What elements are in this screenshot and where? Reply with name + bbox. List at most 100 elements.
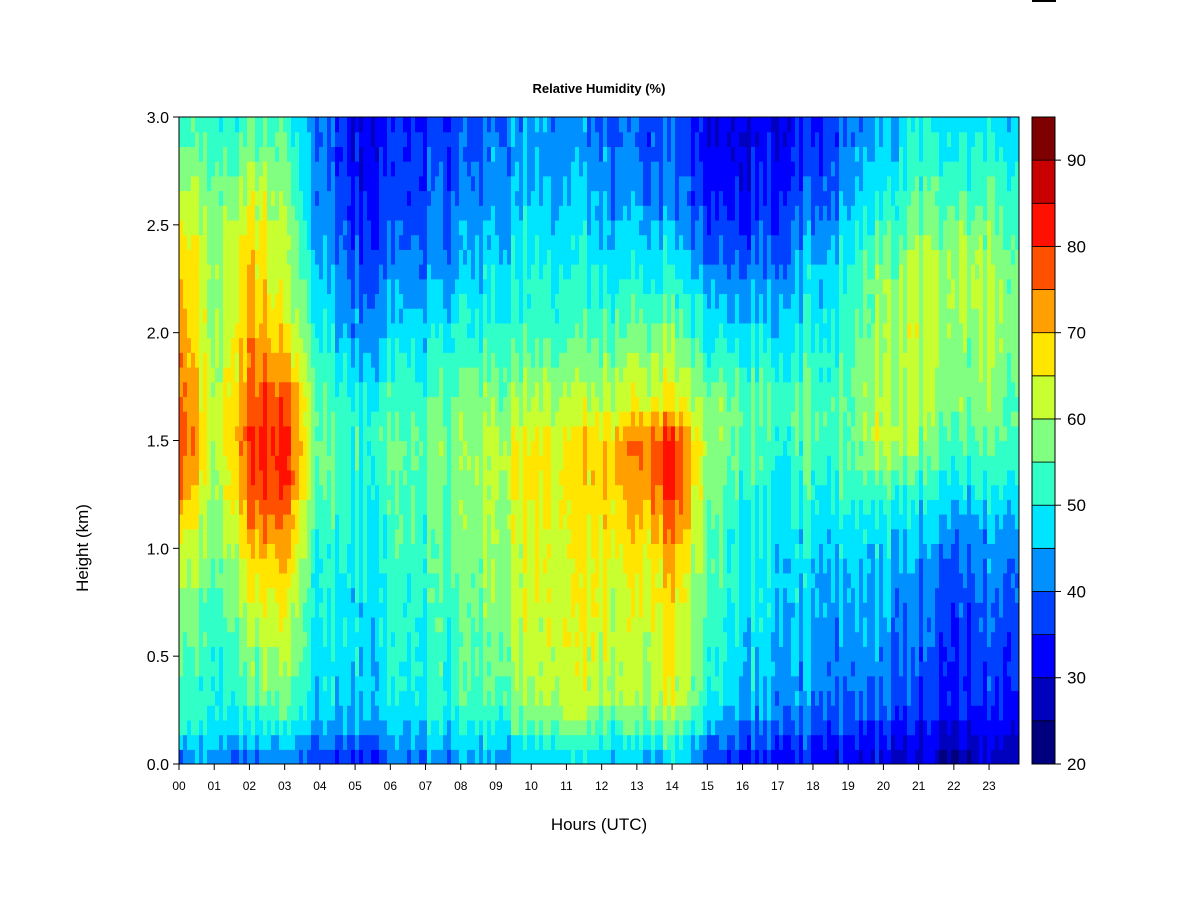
heatmap-cell — [379, 528, 384, 545]
heatmap-cell — [255, 602, 260, 618]
heatmap-cell — [551, 161, 556, 177]
heatmap-cell — [475, 146, 480, 162]
heatmap-cell — [367, 734, 372, 750]
heatmap-cell — [223, 469, 228, 486]
heatmap-cell — [611, 719, 616, 736]
heatmap-cell — [223, 558, 228, 574]
heatmap-cell — [607, 484, 612, 500]
heatmap-cell — [303, 499, 308, 515]
heatmap-cell — [547, 661, 552, 677]
heatmap-cell — [343, 631, 348, 647]
heatmap-cell — [507, 190, 512, 206]
heatmap-cell — [351, 308, 356, 324]
heatmap-cell — [299, 528, 304, 545]
heatmap-cell — [587, 381, 592, 397]
heatmap-cell — [547, 572, 552, 589]
heatmap-cell — [319, 234, 324, 250]
heatmap-cell — [451, 499, 456, 515]
heatmap-cell — [415, 205, 420, 221]
heatmap-cell — [371, 411, 376, 427]
heatmap-cell — [555, 514, 560, 530]
heatmap-cell — [375, 675, 380, 692]
heatmap-cell — [263, 484, 268, 500]
heatmap-cell — [547, 337, 552, 353]
heatmap-cell — [359, 675, 364, 692]
heatmap-cell — [311, 219, 316, 236]
heatmap-cell — [355, 558, 360, 574]
heatmap-cell — [227, 249, 232, 265]
heatmap-cell — [619, 675, 624, 692]
heatmap-cell — [627, 587, 632, 603]
heatmap-cell — [375, 352, 380, 368]
heatmap-cell — [583, 146, 588, 162]
heatmap-cell — [387, 616, 392, 633]
heatmap-cell — [279, 484, 284, 500]
heatmap-cell — [271, 572, 276, 589]
heatmap-cell — [315, 249, 320, 265]
heatmap-cell — [499, 205, 504, 221]
heatmap-cell — [559, 190, 564, 206]
heatmap-cell — [347, 264, 352, 280]
heatmap-cell — [191, 675, 196, 692]
heatmap-cell — [203, 322, 208, 339]
heatmap-cell — [607, 514, 612, 530]
heatmap-cell — [347, 308, 352, 324]
heatmap-cell — [307, 616, 312, 633]
heatmap-cell — [451, 631, 456, 647]
heatmap-cell — [179, 234, 184, 250]
heatmap-cell — [427, 455, 432, 471]
heatmap-cell — [395, 205, 400, 221]
heatmap-cell — [627, 337, 632, 353]
heatmap-cell — [199, 308, 204, 324]
heatmap-cell — [443, 484, 448, 500]
heatmap-cell — [187, 337, 192, 353]
heatmap-cell — [267, 734, 272, 750]
heatmap-cell — [319, 308, 324, 324]
heatmap-cell — [215, 161, 220, 177]
heatmap-cell — [387, 396, 392, 412]
heatmap-cell — [215, 631, 220, 647]
heatmap-cell — [203, 558, 208, 574]
heatmap-cell — [491, 322, 496, 339]
heatmap-cell — [623, 705, 628, 721]
heatmap-cell — [479, 572, 484, 589]
heatmap-cell — [631, 514, 636, 530]
heatmap-cell — [543, 484, 548, 500]
heatmap-cell — [595, 352, 600, 368]
heatmap-cell — [239, 278, 244, 295]
heatmap-cell — [551, 411, 556, 427]
heatmap-cell — [555, 396, 560, 412]
heatmap-cell — [411, 352, 416, 368]
heatmap-cell — [439, 719, 444, 736]
heatmap-cell — [195, 675, 200, 692]
heatmap-cell — [447, 308, 452, 324]
heatmap-cell — [315, 131, 320, 147]
heatmap-cell — [511, 719, 516, 736]
heatmap-cell — [303, 411, 308, 427]
heatmap-cell — [315, 425, 320, 442]
heatmap-cell — [567, 308, 572, 324]
heatmap-cell — [335, 440, 340, 456]
heatmap-cell — [215, 249, 220, 265]
heatmap-cell — [459, 675, 464, 692]
heatmap-cell — [619, 661, 624, 677]
heatmap-cell — [611, 587, 616, 603]
heatmap-cell — [431, 675, 436, 692]
heatmap-cell — [623, 366, 628, 383]
heatmap-cell — [255, 616, 260, 633]
heatmap-cell — [183, 469, 188, 486]
heatmap-cell — [559, 366, 564, 383]
heatmap-cell — [223, 425, 228, 442]
heatmap-cell — [579, 631, 584, 647]
heatmap-cell — [395, 602, 400, 618]
heatmap-cell — [535, 558, 540, 574]
heatmap-cell — [383, 381, 388, 397]
heatmap-cell — [603, 381, 608, 397]
heatmap-cell — [399, 690, 404, 706]
heatmap-cell — [483, 558, 488, 574]
heatmap-cell — [331, 131, 336, 147]
heatmap-cell — [339, 425, 344, 442]
heatmap-cell — [447, 734, 452, 750]
heatmap-cell — [543, 749, 548, 764]
heatmap-cell — [251, 161, 256, 177]
